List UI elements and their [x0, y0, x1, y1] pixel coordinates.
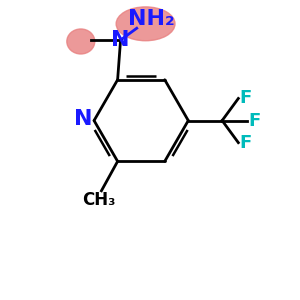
Text: F: F	[240, 89, 252, 107]
Text: N: N	[111, 30, 130, 50]
Text: N: N	[74, 109, 92, 129]
Text: CH₃: CH₃	[82, 190, 115, 208]
Text: F: F	[240, 134, 252, 152]
Text: F: F	[249, 112, 261, 130]
Ellipse shape	[116, 7, 175, 41]
Ellipse shape	[67, 29, 95, 54]
Text: NH₂: NH₂	[128, 9, 175, 29]
